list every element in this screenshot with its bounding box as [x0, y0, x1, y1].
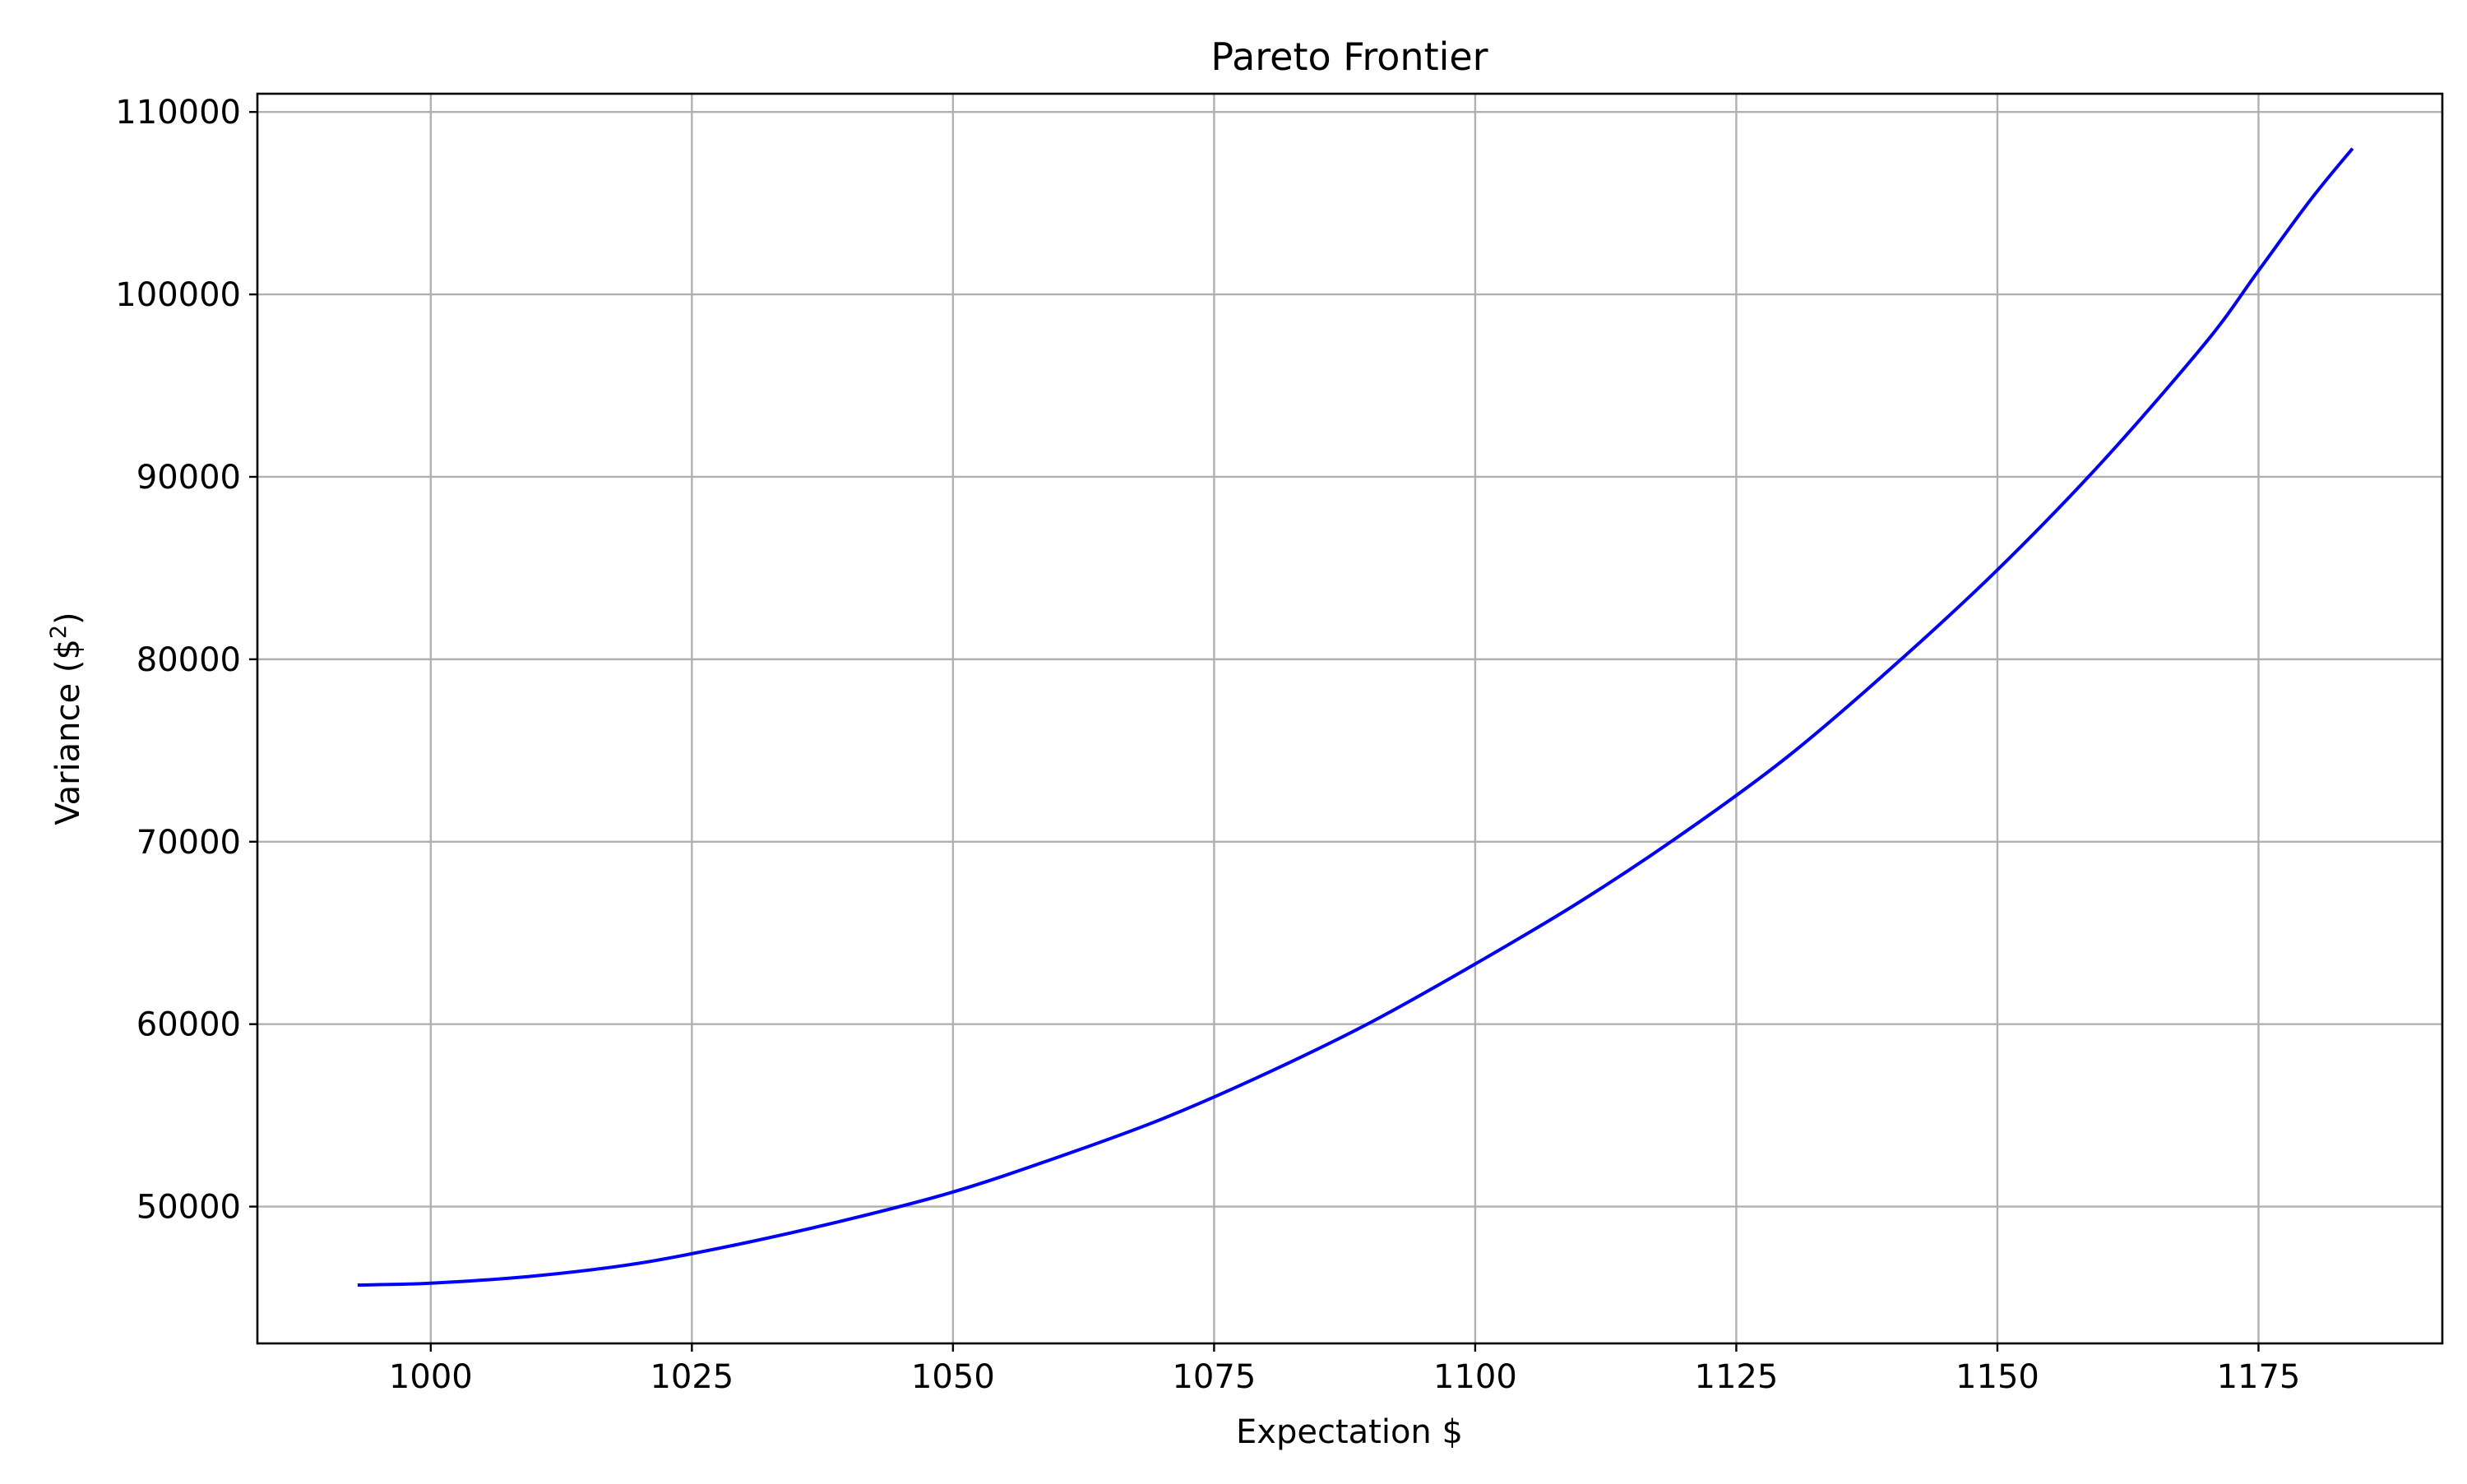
y-axis-label: Variance ($2)	[46, 612, 87, 825]
x-tick-label: 1175	[2217, 1358, 2301, 1396]
x-tick-label: 1025	[650, 1358, 734, 1396]
grid-lines	[257, 94, 2442, 1343]
x-axis-label: Expectation $	[1236, 1413, 1463, 1451]
axis-ticks: 1000 1025 1050 1075 1100 1125 1150 1175 50000 600…	[115, 94, 2300, 1396]
x-tick-label: 1125	[1695, 1358, 1779, 1396]
x-tick-label: 1100	[1433, 1358, 1517, 1396]
plot-frame	[256, 92, 2444, 1345]
y-tick-label: 100000	[115, 276, 241, 314]
y-tick-label: 70000	[137, 824, 241, 862]
y-tick-label: 50000	[137, 1189, 241, 1227]
x-tick-label: 1050	[911, 1358, 995, 1396]
y-tick-label: 90000	[137, 459, 241, 497]
x-tick-label: 1150	[1956, 1358, 2039, 1396]
series-line	[357, 147, 2354, 1287]
y-tick-label: 60000	[137, 1006, 241, 1044]
x-tick-label: 1075	[1172, 1358, 1256, 1396]
series-layer	[357, 147, 2354, 1287]
y-axis-label-close: )	[49, 612, 87, 625]
x-tick-label: 1000	[389, 1358, 473, 1396]
y-tick-label: 80000	[137, 641, 241, 679]
chart-title: Pareto Frontier	[1210, 35, 1488, 79]
y-axis-label-main: Variance ($	[49, 639, 87, 825]
y-axis-label-superscript: 2	[46, 625, 72, 639]
y-tick-label: 110000	[115, 94, 241, 132]
